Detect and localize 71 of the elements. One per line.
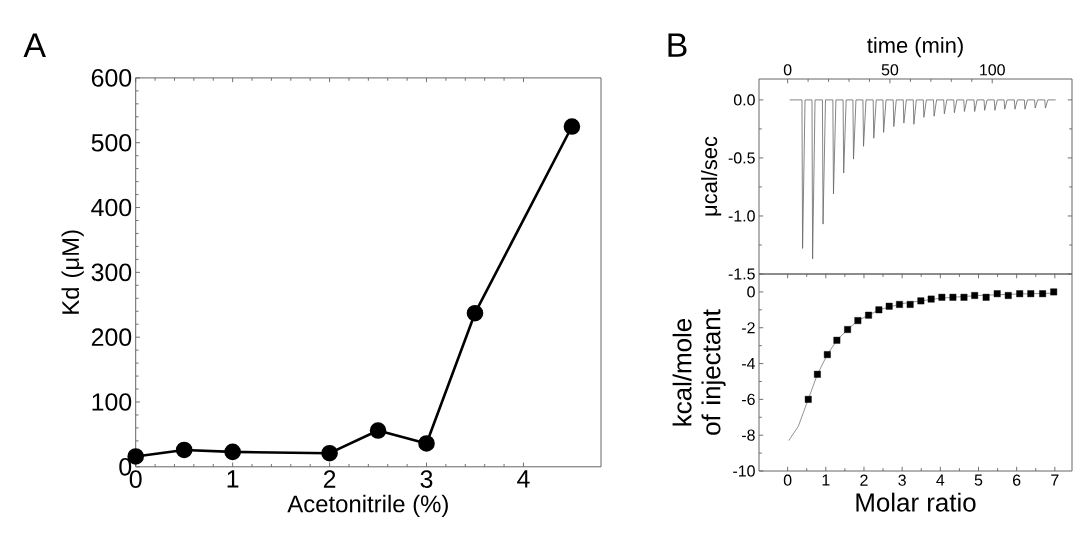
y-tick-label: 300 — [91, 263, 132, 282]
point — [865, 311, 872, 319]
x-tick-label: 1 — [822, 474, 830, 486]
point — [917, 297, 925, 305]
y-axis-title: Kd (μM) — [61, 230, 84, 314]
point — [1039, 290, 1047, 298]
point — [949, 293, 957, 301]
line-series — [789, 99, 1057, 260]
point — [369, 422, 387, 439]
x-axis-title: Molar ratio — [856, 492, 976, 512]
point — [993, 290, 1001, 298]
x-tick-label: 2 — [860, 474, 868, 486]
y-tick-label: -6 — [742, 393, 755, 406]
point — [854, 317, 862, 324]
x-tick-label: 3 — [420, 470, 433, 488]
x-tick-label: 5 — [974, 474, 983, 486]
x-tick-label: 50 — [881, 64, 899, 76]
point — [960, 293, 968, 301]
point — [982, 293, 990, 301]
point — [875, 306, 883, 314]
y-tick-label: -1.0 — [728, 210, 755, 222]
y-tick-label: 100 — [92, 393, 132, 411]
point — [466, 304, 484, 322]
point — [224, 443, 241, 461]
point — [321, 444, 338, 462]
point — [938, 293, 946, 301]
y-tick-label: 500 — [91, 133, 132, 152]
point — [418, 435, 435, 452]
y-tick-label: -8 — [742, 429, 755, 441]
y-axis-title: kcal/mole of injectant — [672, 309, 726, 435]
x-tick-label: 4 — [517, 470, 530, 488]
y-tick-label: -0.5 — [728, 152, 755, 164]
point — [175, 441, 193, 459]
x-tick-label: 1 — [227, 470, 239, 488]
point — [814, 370, 821, 378]
point — [885, 302, 893, 310]
x-tick-label: 2 — [323, 470, 336, 488]
point — [563, 118, 581, 135]
point — [823, 351, 831, 358]
point — [971, 292, 979, 299]
text: A — [23, 33, 46, 57]
text: B — [668, 33, 687, 57]
point — [1027, 290, 1035, 298]
x-tick-label: 4 — [936, 474, 945, 486]
x-tick-label: 100 — [980, 64, 1005, 76]
point — [927, 295, 935, 303]
point — [833, 336, 841, 344]
x-tick-label: 6 — [1013, 474, 1021, 486]
x-tick-label: 7 — [1051, 474, 1059, 486]
y-tick-label: 0.0 — [733, 94, 755, 106]
y-tick-label: -4 — [742, 358, 756, 370]
y-tick-label: -10 — [733, 465, 755, 477]
point — [804, 395, 812, 403]
x-axis-title: time (min) — [867, 36, 963, 58]
y-tick-label: 400 — [91, 198, 132, 217]
y-tick-label: -1.5 — [728, 268, 755, 280]
y-tick-label: 600 — [91, 69, 132, 87]
point — [906, 301, 914, 308]
x-tick-label: 3 — [898, 474, 906, 486]
y-axis-title: μcal/sec — [701, 136, 722, 216]
y-tick-label: 200 — [91, 328, 132, 346]
y-tick-label: -2 — [742, 322, 755, 334]
y-tick-label: 0 — [747, 286, 755, 298]
x-tick-label: 0 — [783, 64, 792, 76]
x-tick-label: 0 — [783, 474, 792, 486]
point — [1016, 290, 1024, 298]
point — [844, 326, 851, 333]
x-axis-title: Acetonitrile (%) — [287, 494, 448, 518]
point — [896, 301, 903, 308]
point — [1004, 292, 1012, 299]
point — [1050, 288, 1058, 296]
